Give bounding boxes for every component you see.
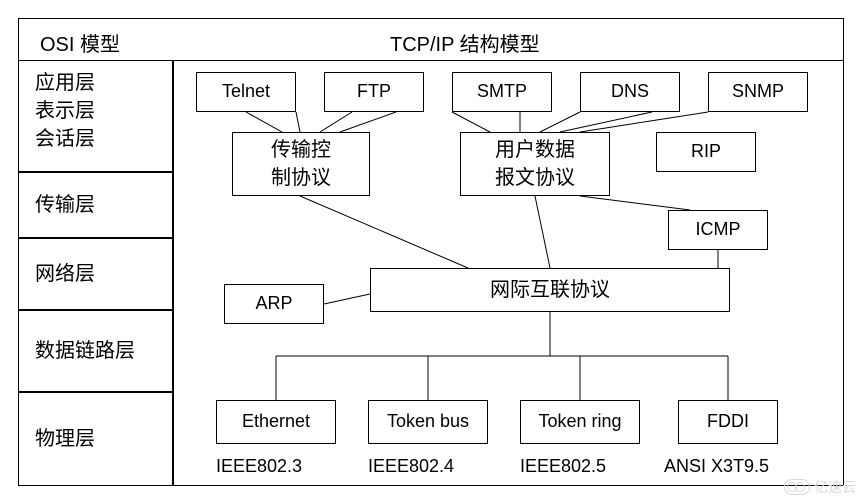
box-snmp: SNMP bbox=[708, 72, 808, 112]
diagram-canvas: OSI 模型 TCP/IP 结构模型 应用层 表示层 会话层 传输层 网络层 数… bbox=[0, 0, 862, 503]
box-ethernet: Ethernet bbox=[216, 400, 336, 444]
box-udp: 用户数据 报文协议 bbox=[460, 132, 610, 196]
watermark-text: 亿速云 bbox=[814, 477, 856, 497]
watermark: 亿速云 bbox=[784, 477, 856, 497]
box-tokenbus: Token bus bbox=[368, 400, 488, 444]
tcpip-header: TCP/IP 结构模型 bbox=[390, 28, 540, 57]
std-ieee8024: IEEE802.4 bbox=[368, 456, 454, 477]
std-ieee8025: IEEE802.5 bbox=[520, 456, 606, 477]
box-icmp: ICMP bbox=[668, 210, 768, 250]
osi-transport: 传输层 bbox=[18, 172, 173, 238]
box-rip: RIP bbox=[656, 132, 756, 172]
box-smtp: SMTP bbox=[452, 72, 552, 112]
osi-datalink: 数据链路层 bbox=[18, 310, 173, 392]
box-arp: ARP bbox=[224, 284, 324, 324]
osi-physical: 物理层 bbox=[18, 392, 173, 486]
box-ftp: FTP bbox=[324, 72, 424, 112]
osi-header: OSI 模型 bbox=[40, 28, 120, 57]
box-ip: 网际互联协议 bbox=[370, 268, 730, 312]
std-ieee8023: IEEE802.3 bbox=[216, 456, 302, 477]
std-ansi: ANSI X3T9.5 bbox=[664, 456, 769, 477]
osi-app-group: 应用层 表示层 会话层 bbox=[18, 60, 173, 172]
osi-app: 应用层 bbox=[35, 69, 95, 97]
box-tokenring: Token ring bbox=[520, 400, 640, 444]
watermark-icon bbox=[784, 479, 810, 495]
box-fddi: FDDI bbox=[678, 400, 778, 444]
box-dns: DNS bbox=[580, 72, 680, 112]
osi-network: 网络层 bbox=[18, 238, 173, 310]
osi-sess: 会话层 bbox=[35, 125, 95, 153]
box-telnet: Telnet bbox=[196, 72, 296, 112]
box-tcp: 传输控 制协议 bbox=[232, 132, 370, 196]
osi-pres: 表示层 bbox=[35, 97, 95, 125]
